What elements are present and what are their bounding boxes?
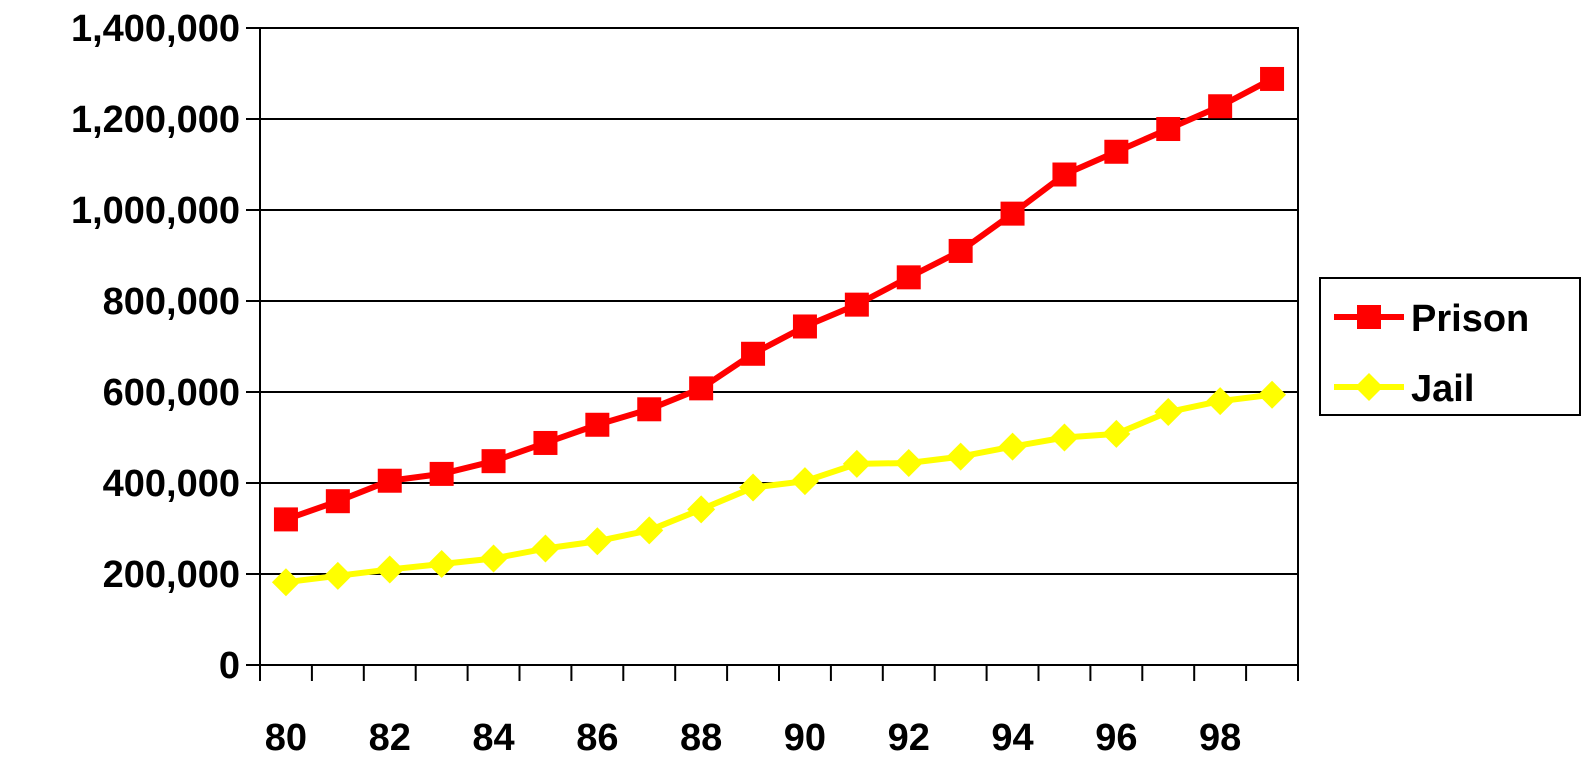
- y-tick-label: 1,000,000: [71, 190, 240, 232]
- data-point-jail: [1154, 398, 1183, 427]
- data-point-prison: [533, 430, 558, 455]
- y-tick-label: 1,200,000: [71, 99, 240, 141]
- legend-marker-prison: [1357, 305, 1381, 329]
- data-point-prison: [585, 412, 610, 437]
- data-point-prison: [1052, 162, 1077, 187]
- data-point-prison: [1104, 139, 1129, 164]
- data-point-jail: [271, 568, 300, 597]
- data-point-jail: [946, 442, 975, 471]
- series-prison: [273, 66, 1285, 532]
- x-tick-label: 92: [888, 717, 930, 759]
- data-point-jail: [894, 448, 923, 477]
- x-tick-label: 88: [680, 717, 722, 759]
- data-point-prison: [325, 489, 350, 514]
- data-point-jail: [1258, 380, 1287, 409]
- x-tick-label: 94: [991, 717, 1033, 759]
- y-axis: 0 200,000 400,000 600,000 800,000 1,000,000 1,…: [71, 8, 260, 687]
- data-point-jail: [583, 527, 612, 556]
- data-point-jail: [1206, 387, 1235, 416]
- data-point-prison: [1260, 66, 1285, 91]
- x-tick-label: 86: [576, 717, 618, 759]
- data-point-jail: [375, 555, 404, 584]
- data-point-prison: [1000, 201, 1025, 226]
- y-tick-label: 800,000: [103, 281, 240, 323]
- data-point-jail: [323, 561, 352, 590]
- y-tick-label: 400,000: [103, 463, 240, 505]
- data-point-jail: [790, 467, 819, 496]
- data-point-prison: [1208, 94, 1233, 119]
- data-point-prison: [481, 449, 506, 474]
- data-point-jail: [842, 449, 871, 478]
- legend-marker-jail: [1355, 373, 1383, 401]
- legend-label-prison: Prison: [1411, 298, 1529, 340]
- y-tick-label: 200,000: [103, 554, 240, 596]
- data-point-jail: [479, 544, 508, 573]
- x-tick-label: 96: [1095, 717, 1137, 759]
- data-point-prison: [637, 397, 662, 422]
- data-point-prison: [1156, 117, 1181, 142]
- data-point-jail: [1050, 423, 1079, 452]
- y-tick-label: 0: [219, 645, 240, 687]
- y-tick-label: 600,000: [103, 372, 240, 414]
- data-point-jail: [427, 549, 456, 578]
- x-tick-label: 98: [1199, 717, 1241, 759]
- data-point-prison: [792, 314, 817, 339]
- data-point-prison: [273, 507, 298, 532]
- x-axis: 80 82 84 86 88 90 92 94 96 98: [259, 665, 1299, 759]
- data-point-jail: [998, 432, 1027, 461]
- data-point-prison: [429, 461, 454, 486]
- data-point-jail: [1102, 419, 1131, 448]
- data-point-jail: [531, 534, 560, 563]
- data-point-prison: [896, 265, 921, 290]
- data-point-jail: [687, 495, 716, 524]
- x-tick-label: 80: [265, 717, 307, 759]
- x-tick-label: 82: [369, 717, 411, 759]
- series-jail: [271, 380, 1287, 597]
- data-point-jail: [739, 473, 768, 502]
- data-point-prison: [948, 238, 973, 263]
- data-point-prison: [741, 341, 766, 366]
- data-point-prison: [689, 376, 714, 401]
- data-point-jail: [635, 516, 664, 545]
- legend-label-jail: Jail: [1411, 368, 1474, 410]
- legend: Prison Jail: [1319, 277, 1581, 416]
- series-line-jail: [285, 391, 1273, 586]
- data-point-prison: [844, 292, 869, 317]
- x-tick-label: 84: [472, 717, 514, 759]
- x-tick-label: 90: [784, 717, 826, 759]
- data-point-prison: [377, 468, 402, 493]
- series-layer: [271, 66, 1287, 597]
- y-tick-label: 1,400,000: [71, 8, 240, 50]
